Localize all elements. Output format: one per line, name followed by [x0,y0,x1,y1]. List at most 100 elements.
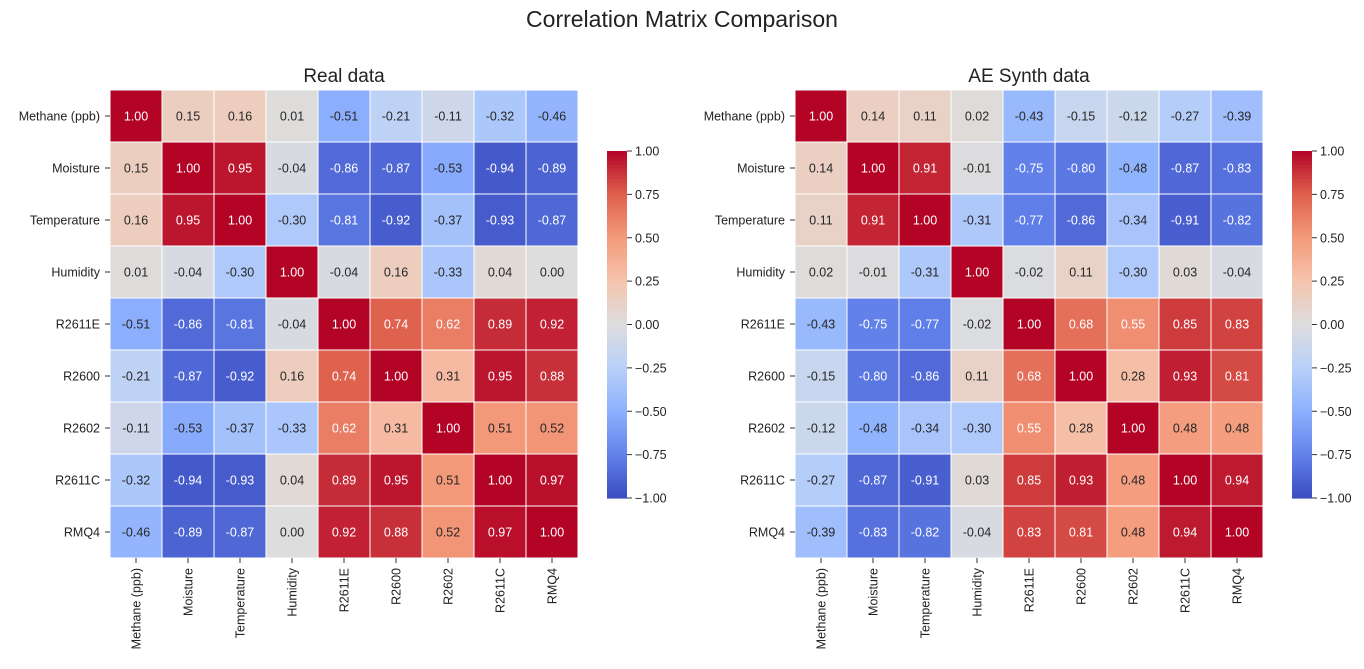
colorbar-segment [1292,241,1312,246]
row-tick-label: RMQ4 [749,526,785,540]
colorbar-segment [1292,164,1312,169]
row-tick-label: Temperature [715,214,785,228]
colorbar-segment [1292,338,1312,343]
colorbar-segment [607,293,627,298]
cell-value-label: 0.92 [332,526,356,540]
colorbar-segment [1292,185,1312,190]
cell-value-label: 0.97 [488,526,512,540]
colorbar-segment [607,432,627,437]
colorbar-segment [607,317,627,322]
colorbar-segment [1292,428,1312,433]
colorbar-segment [1292,435,1312,440]
heatmap-cell [846,193,900,247]
colorbar-segment [1292,151,1312,156]
heatmap-cell [161,245,215,299]
colorbar-segment [1292,359,1312,364]
cell-value-label: 0.04 [280,474,304,488]
heatmap-cell [950,453,1004,507]
colorbar-segment [1292,404,1312,409]
cell-value-label: -0.37 [226,422,255,436]
heatmap-cell [421,401,475,455]
colorbar-segment [607,275,627,280]
heatmap-cell [1002,297,1056,351]
cell-value-label: -0.21 [382,110,411,124]
col-tick-label: Methane (ppb) [130,568,144,649]
col-tick-label: R2611C [494,568,508,613]
cell-value-label: 0.14 [861,110,885,124]
row-tick-label: Moisture [737,162,785,176]
row-tick-label: R2611C [55,474,100,488]
cell-value-label: 1.00 [965,266,989,280]
heatmap-panel-real: Real data 1.00 0.15 0.16 0.01 -0.51 -0.21 -0.11… [19,66,667,649]
colorbar-segment [1292,317,1312,322]
colorbar-segment [607,314,627,319]
heatmap-cell [846,349,900,403]
colorbar-segment [1292,307,1312,312]
cell-value-label: -0.12 [1119,110,1148,124]
colorbar-segment [607,459,627,464]
colorbar-segment [607,341,627,346]
colorbar-tick-label: −0.25 [635,361,667,375]
colorbar-tick-label: 0.00 [1320,318,1344,332]
colorbar-segment [1292,258,1312,263]
heatmap-cell [1106,453,1160,507]
colorbar-segment [607,484,627,489]
cell-value-label: -0.87 [174,370,203,384]
colorbar-segment [607,400,627,405]
heatmap-cell [213,505,267,559]
colorbar-segment [1292,348,1312,353]
colorbar-segment [607,407,627,412]
colorbar-segment [1292,168,1312,173]
colorbar-segment [1292,171,1312,176]
colorbar-segment [1292,286,1312,291]
colorbar-tick-label: −0.75 [635,448,667,462]
colorbar-segment [1292,397,1312,402]
colorbar-segment [607,345,627,350]
cell-value-label: 0.55 [1121,318,1145,332]
heatmap-cell [213,349,267,403]
heatmap-cell [473,141,527,195]
cell-value-label: 0.95 [384,474,408,488]
row-tick-label: Moisture [52,162,100,176]
cell-value-label: 0.97 [540,474,564,488]
colorbar-segment [1292,262,1312,267]
colorbar-segment [607,359,627,364]
col-tick-label: Moisture [867,568,881,616]
colorbar-tick-label: 0.25 [1320,275,1344,289]
cell-value-label: -0.87 [226,526,255,540]
colorbar-segment [607,418,627,423]
heatmap-cell [109,141,163,195]
colorbar-segment [607,442,627,447]
cell-value-label: -0.77 [1015,214,1044,228]
cell-value-label: 0.16 [384,266,408,280]
heatmap-cell [213,141,267,195]
colorbar-segment [607,171,627,176]
cell-value-label: 0.93 [1173,370,1197,384]
cell-value-label: -0.48 [859,422,888,436]
colorbar-segment [607,220,627,225]
colorbar-segment [607,393,627,398]
colorbar-segment [1292,237,1312,242]
colorbar-segment [607,425,627,430]
cell-value-label: 0.85 [1017,474,1041,488]
cell-value-label: -0.43 [1015,110,1044,124]
heatmap-cell [898,505,952,559]
colorbar-segment [1292,244,1312,249]
heatmap-cell [109,245,163,299]
colorbar-segment [607,279,627,284]
cell-value-label: 1.00 [176,162,200,176]
colorbar-tick-label: 0.00 [635,318,659,332]
colorbar-segment [607,466,627,471]
col-tick-label: Humidity [971,567,985,616]
heatmap-cell [1106,141,1160,195]
colorbar-segment [1292,366,1312,371]
row-tick-label: Methane (ppb) [704,110,785,124]
heatmap-cell [161,89,215,143]
heatmap-cell [1158,349,1212,403]
colorbar-segment [607,321,627,326]
cell-value-label: 0.68 [1069,318,1093,332]
heatmap-cell [1210,453,1264,507]
heatmap-cell [525,297,579,351]
cell-value-label: 1.00 [1121,422,1145,436]
